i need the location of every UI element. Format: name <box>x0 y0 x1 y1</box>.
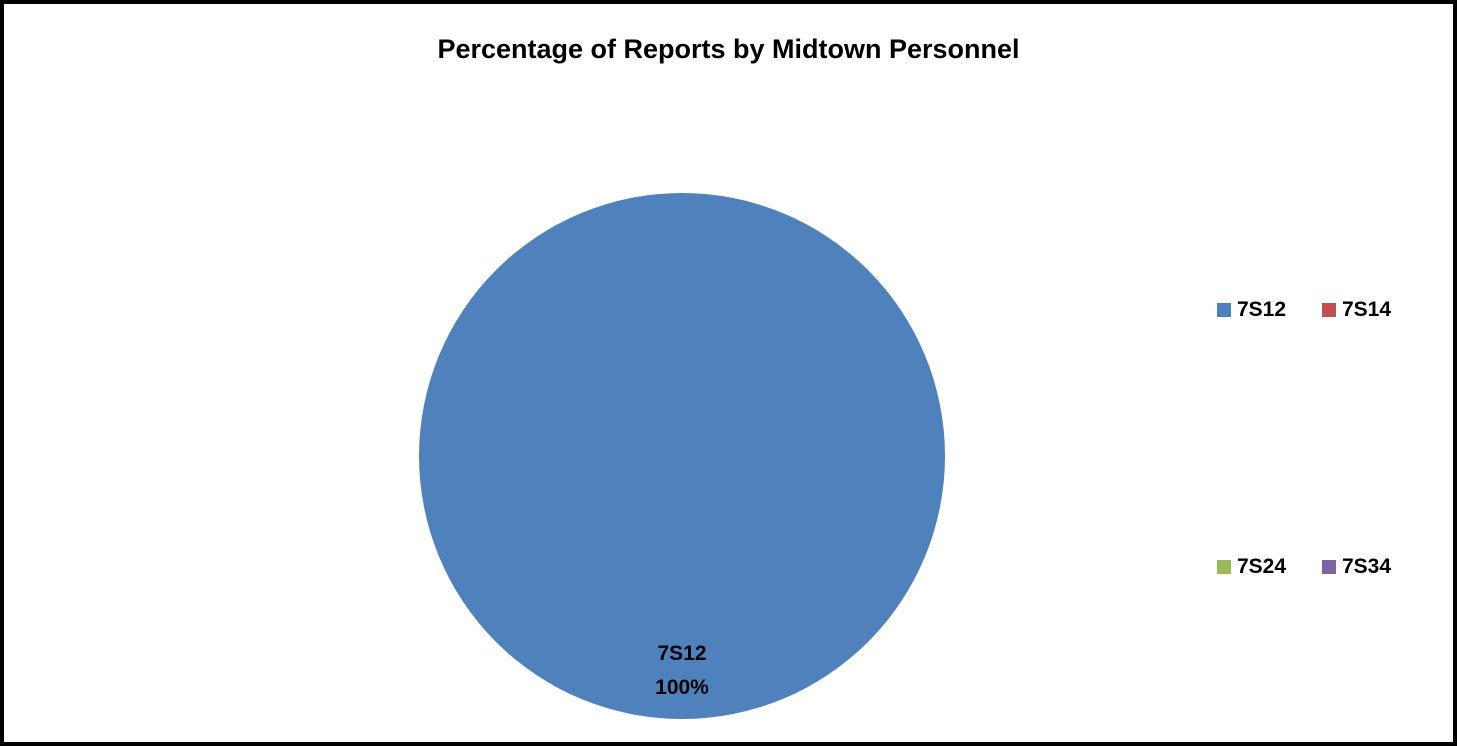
legend-swatch-7s34 <box>1322 560 1336 574</box>
data-label-category-7s12: 7S12 <box>657 642 706 665</box>
legend-swatch-7s14 <box>1322 303 1336 317</box>
legend-label-7s34: 7S34 <box>1342 555 1392 578</box>
legend-item-7s12: 7S12 <box>1217 298 1286 322</box>
legend-item-7s14: 7S14 <box>1322 298 1391 322</box>
data-label-percent-7s12: 100% <box>655 676 709 699</box>
pie-slice-7s12 <box>419 193 945 719</box>
legend-label-7s14: 7S14 <box>1342 298 1392 321</box>
legend-label-7s12: 7S12 <box>1237 298 1287 321</box>
chart-title: Percentage of Reports by Midtown Personn… <box>437 34 1020 64</box>
legend-item-7s24: 7S24 <box>1217 555 1286 579</box>
legend-swatch-7s24 <box>1217 560 1231 574</box>
legend-swatch-7s12 <box>1217 303 1231 317</box>
legend-item-7s34: 7S34 <box>1322 555 1391 579</box>
legend-label-7s24: 7S24 <box>1237 555 1287 578</box>
